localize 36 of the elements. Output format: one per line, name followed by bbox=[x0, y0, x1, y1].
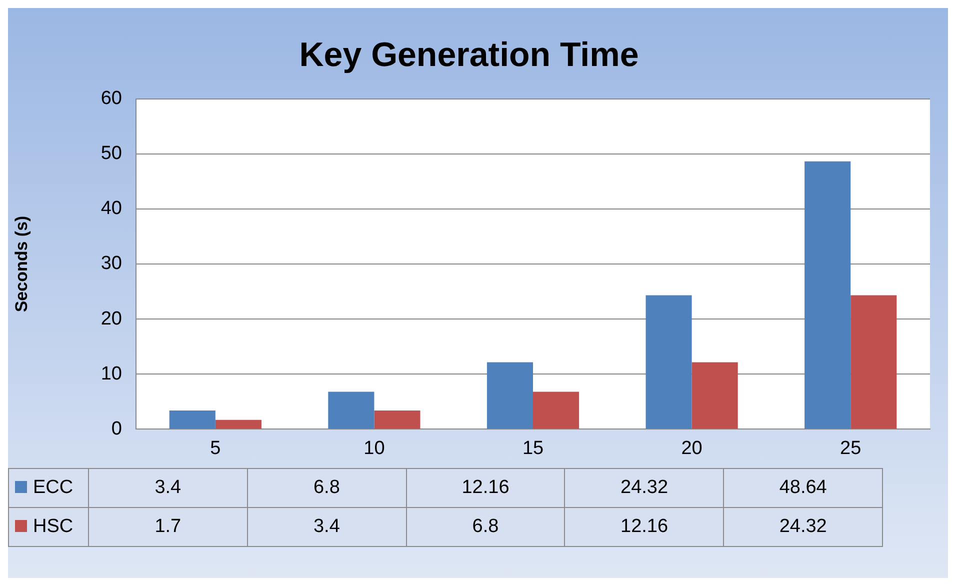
bar bbox=[533, 392, 580, 429]
bar bbox=[646, 295, 692, 429]
y-tick-label: 10 bbox=[100, 363, 122, 384]
bar bbox=[328, 392, 374, 429]
bar bbox=[850, 295, 897, 429]
y-axis-title: Seconds (s) bbox=[12, 216, 31, 312]
bar bbox=[374, 410, 420, 429]
legend-label: HSC bbox=[33, 516, 74, 537]
data-label: 3.4 bbox=[247, 508, 406, 546]
data-label: 24.32 bbox=[564, 468, 724, 508]
bar bbox=[169, 410, 216, 429]
data-label: 6.8 bbox=[247, 468, 406, 508]
data-label: 48.64 bbox=[724, 468, 882, 508]
bar bbox=[215, 420, 262, 429]
bar bbox=[486, 362, 533, 429]
y-tick-label: 30 bbox=[100, 253, 122, 274]
data-label: 12.16 bbox=[564, 508, 724, 546]
legend-label: ECC bbox=[33, 477, 74, 498]
x-tick-label: 25 bbox=[840, 438, 862, 459]
x-tick-label: 15 bbox=[522, 438, 544, 459]
y-tick-label: 20 bbox=[100, 308, 122, 330]
data-label: 12.16 bbox=[406, 468, 565, 508]
x-tick-label: 20 bbox=[681, 438, 702, 459]
y-tick-label: 0 bbox=[111, 418, 122, 440]
data-label: 24.32 bbox=[724, 508, 882, 546]
y-tick-label: 60 bbox=[100, 88, 122, 110]
x-tick-label: 5 bbox=[210, 438, 221, 459]
chart-title: Key Generation Time bbox=[299, 36, 639, 74]
bar bbox=[804, 161, 851, 429]
y-tick-label: 40 bbox=[100, 198, 122, 220]
data-label: 3.4 bbox=[88, 468, 248, 508]
data-label: 6.8 bbox=[406, 508, 565, 546]
bar bbox=[692, 362, 738, 429]
x-tick-label: 10 bbox=[364, 438, 385, 459]
data-label: 1.7 bbox=[88, 508, 248, 546]
y-tick-label: 50 bbox=[100, 143, 122, 164]
